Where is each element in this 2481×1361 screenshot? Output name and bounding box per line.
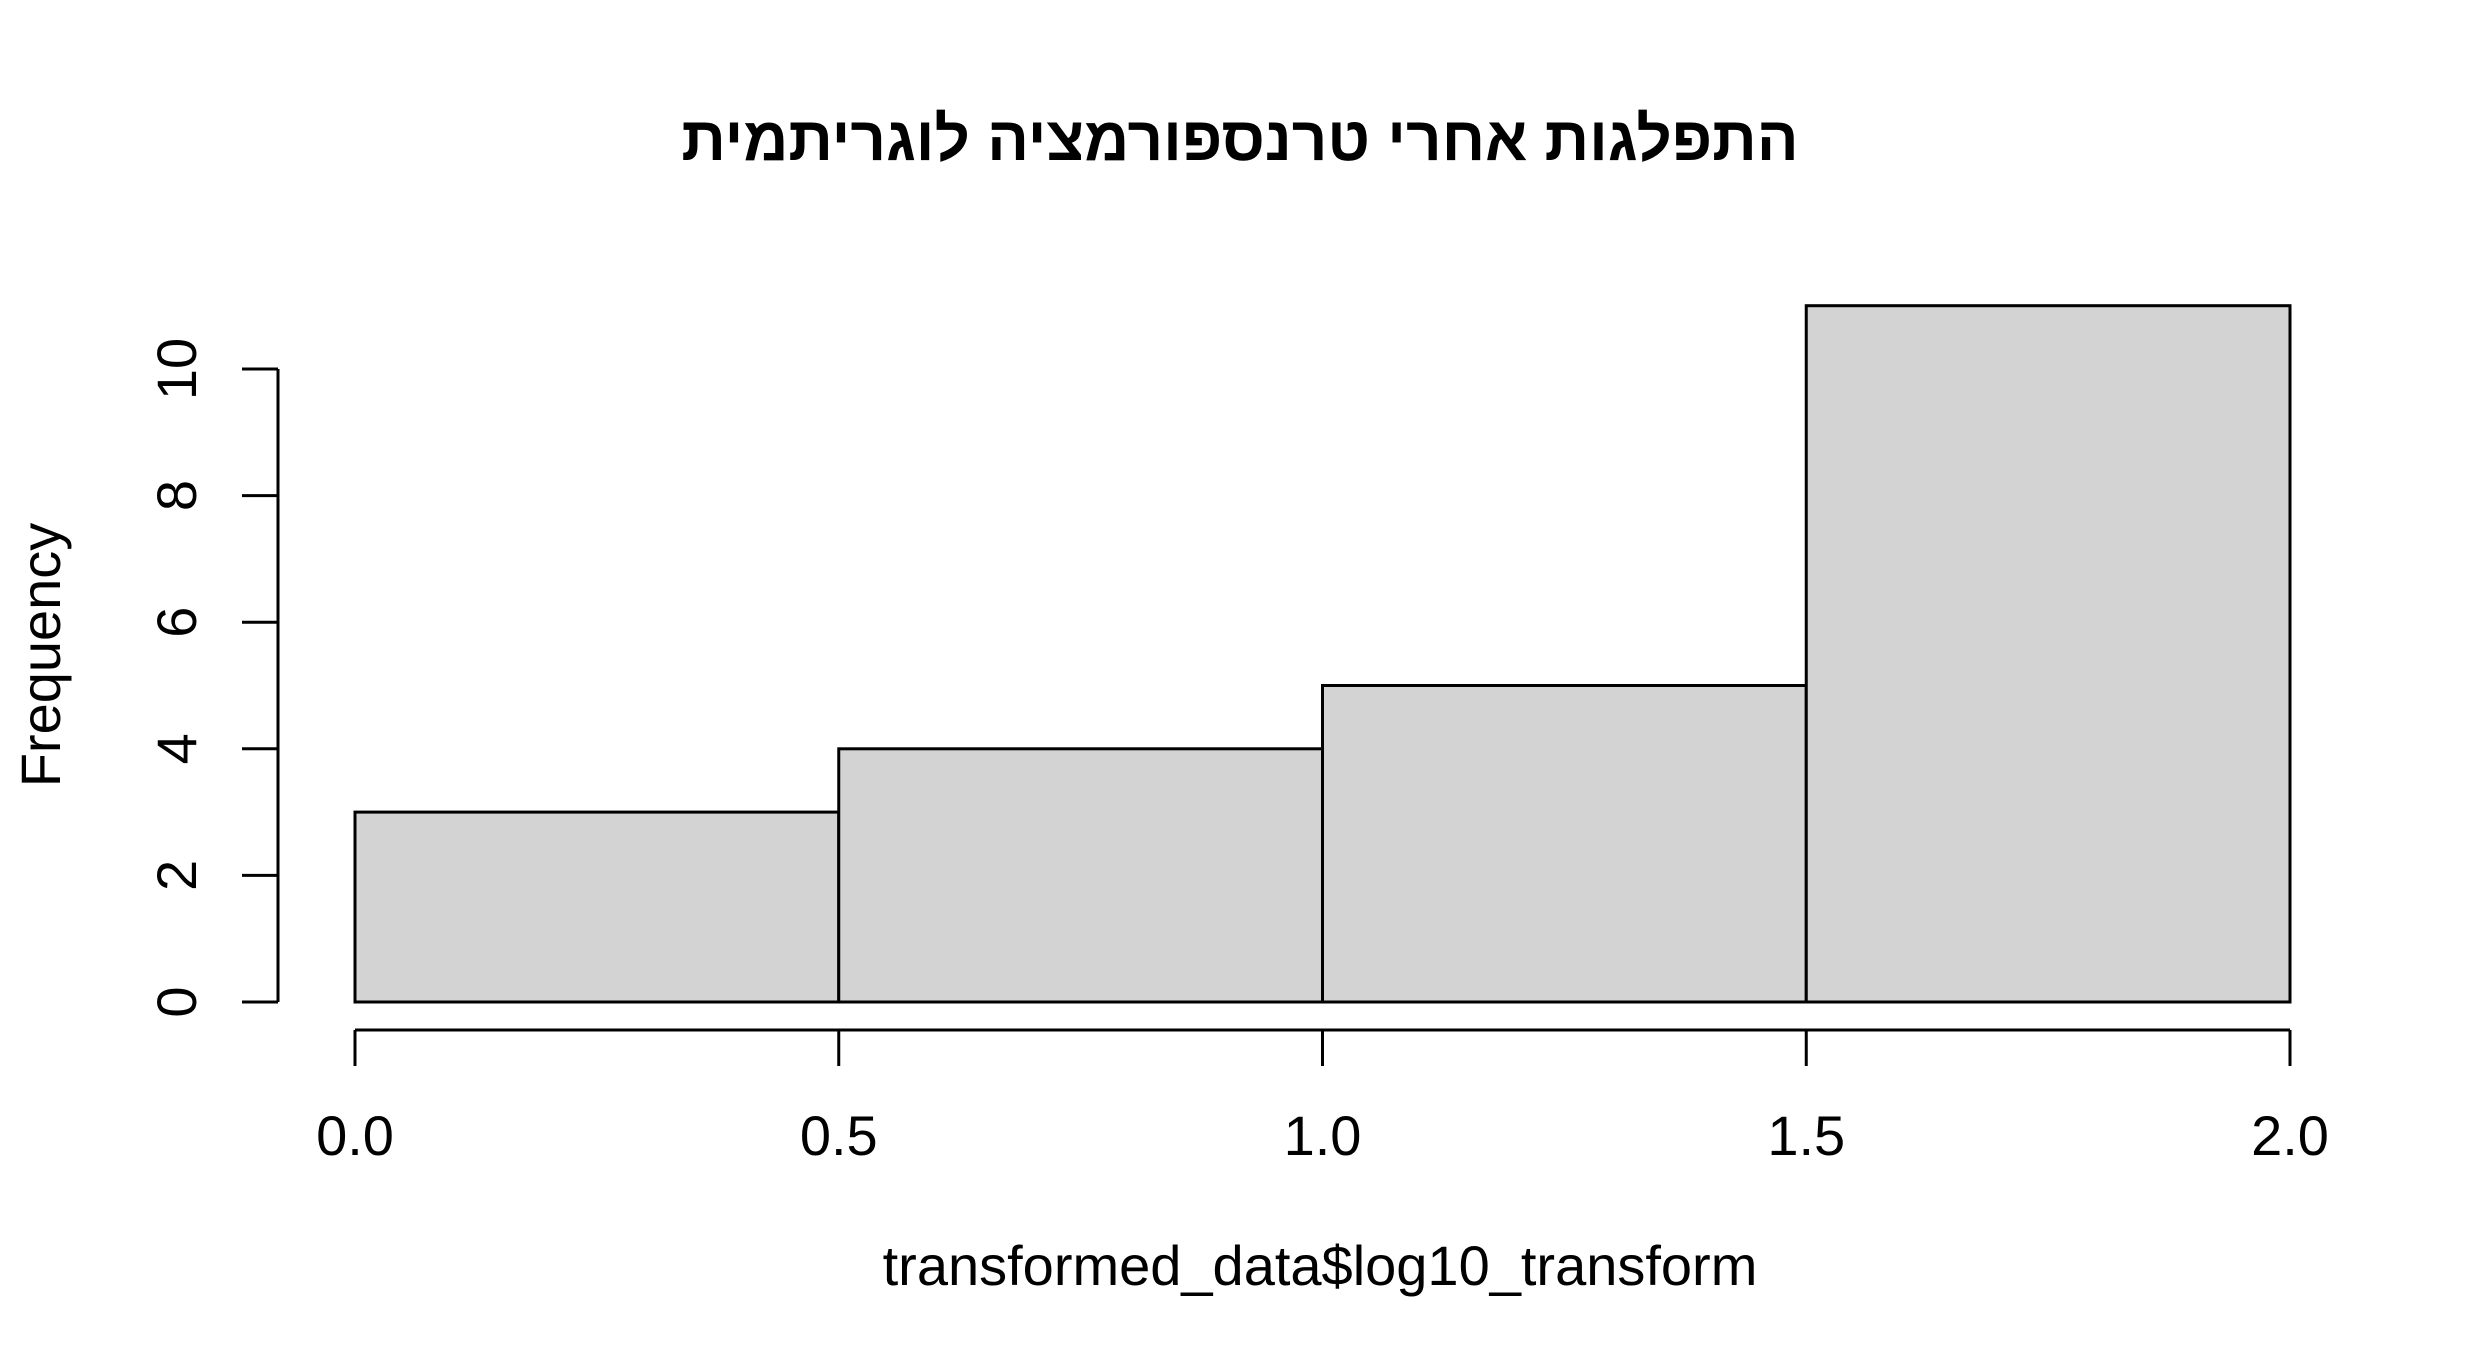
histogram-bar-4 — [1804, 304, 2292, 1004]
y-axis-label: Frequency — [9, 523, 72, 788]
y-tick-label: 4 — [145, 733, 208, 764]
y-tick-label: 0 — [145, 986, 208, 1017]
x-tick-label: 0.5 — [800, 1104, 878, 1167]
x-axis: 0.0 0.5 1.0 1.5 2.0 — [316, 1028, 2329, 1167]
y-tick-label: 6 — [145, 607, 208, 638]
x-tick-label: 2.0 — [2251, 1104, 2329, 1167]
x-tick-label: 0.0 — [316, 1104, 394, 1167]
chart-title: התפלגות אחרי טרנספורמציה לוגריתמית — [681, 105, 1798, 174]
y-tick-label: 10 — [145, 338, 208, 400]
histogram-bar-3 — [1321, 684, 1808, 1004]
y-axis: 0 2 4 6 8 10 — [145, 338, 280, 1018]
y-tick-label: 8 — [145, 480, 208, 511]
histogram-bar-2 — [837, 747, 1324, 1004]
histogram-bars — [353, 304, 2292, 1004]
histogram-bar-1 — [353, 810, 841, 1004]
x-tick-label: 1.0 — [1284, 1104, 1362, 1167]
x-axis-label: transformed_data$log10_transform — [883, 1234, 1758, 1297]
y-tick-label: 2 — [145, 860, 208, 891]
x-tick-label: 1.5 — [1767, 1104, 1845, 1167]
